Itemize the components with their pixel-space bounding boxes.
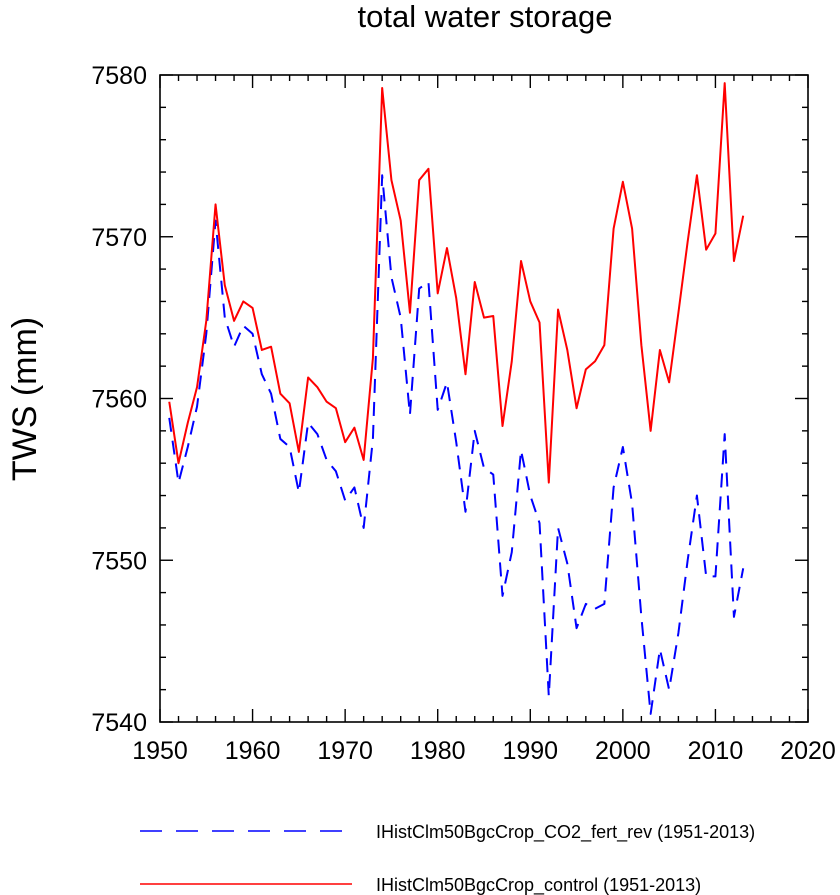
y-axis-label: TWS (mm) [6,317,44,481]
legend-label-1: IHistClm50BgcCrop_CO2_fert_rev (1951-201… [376,822,755,843]
x-tick-label: 1970 [317,737,373,765]
y-tick-label: 7570 [91,224,147,252]
x-tick-label: 2010 [688,737,744,765]
x-tick-label: 1990 [502,737,558,765]
x-tick-label: 1960 [225,737,281,765]
x-tick-label: 1980 [410,737,466,765]
plot-frame [159,74,809,723]
series-line-1 [168,174,745,715]
y-tick-label: 7550 [91,547,147,575]
chart-title: total water storage [357,0,612,34]
legend-label-2: IHistClm50BgcCrop_control (1951-2013) [376,875,701,895]
series-layer [168,82,745,715]
axes: 1950 1960 1970 1980 1990 2000 2010 2020 7540 7550… [91,62,835,765]
x-tick-label: 1950 [132,737,188,765]
y-tick-label: 7560 [91,386,147,414]
y-tick-label: 7580 [91,62,147,90]
legend: IHistClm50BgcCrop_CO2_fert_rev (1951-201… [140,822,755,895]
x-tick-label: 2020 [780,737,836,765]
series-line-2 [168,82,745,484]
y-tick-label: 7540 [91,709,147,737]
x-tick-label: 2000 [595,737,651,765]
